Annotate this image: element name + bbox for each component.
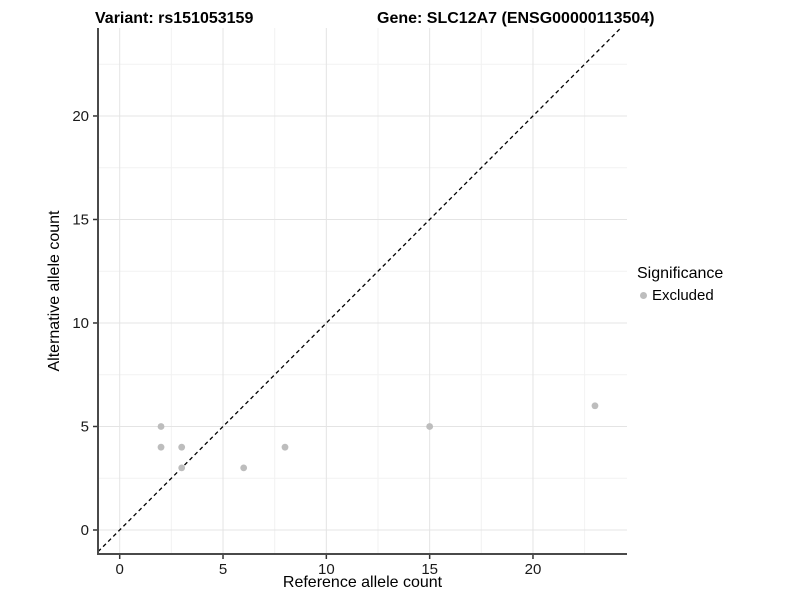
x-tick-label: 0	[116, 561, 124, 578]
legend-entry-excluded: Excluded	[640, 287, 723, 304]
excluded-point-icon	[640, 292, 647, 299]
identity-line	[97, 27, 622, 553]
y-axis-title: Alternative allele count	[46, 210, 63, 372]
y-tick-label: 15	[72, 211, 89, 228]
data-point	[426, 423, 434, 430]
x-tick-label: 20	[525, 561, 542, 578]
x-tick-label: 5	[219, 561, 227, 578]
y-tick-label: 20	[72, 108, 89, 125]
gene-title: Gene: SLC12A7 (ENSG00000113504)	[377, 10, 655, 27]
data-point	[281, 443, 289, 451]
x-tick-label: 15	[421, 561, 438, 578]
x-tick-label: 10	[318, 561, 335, 578]
y-tick-label: 5	[81, 418, 89, 435]
data-point	[157, 423, 165, 430]
data-point	[178, 464, 186, 472]
legend-entry-label: Excluded	[652, 287, 714, 304]
legend-title: Significance	[637, 265, 724, 282]
legend: Significance Excluded	[637, 263, 723, 304]
data-point	[157, 443, 165, 451]
data-point	[240, 464, 248, 472]
variant-title: Variant: rs151053159	[95, 10, 254, 27]
data-point	[591, 402, 599, 410]
y-tick-label: 0	[81, 522, 89, 539]
x-axis-title: Reference allele count	[282, 574, 443, 591]
y-tick-label: 10	[72, 315, 89, 332]
data-point	[178, 443, 186, 451]
